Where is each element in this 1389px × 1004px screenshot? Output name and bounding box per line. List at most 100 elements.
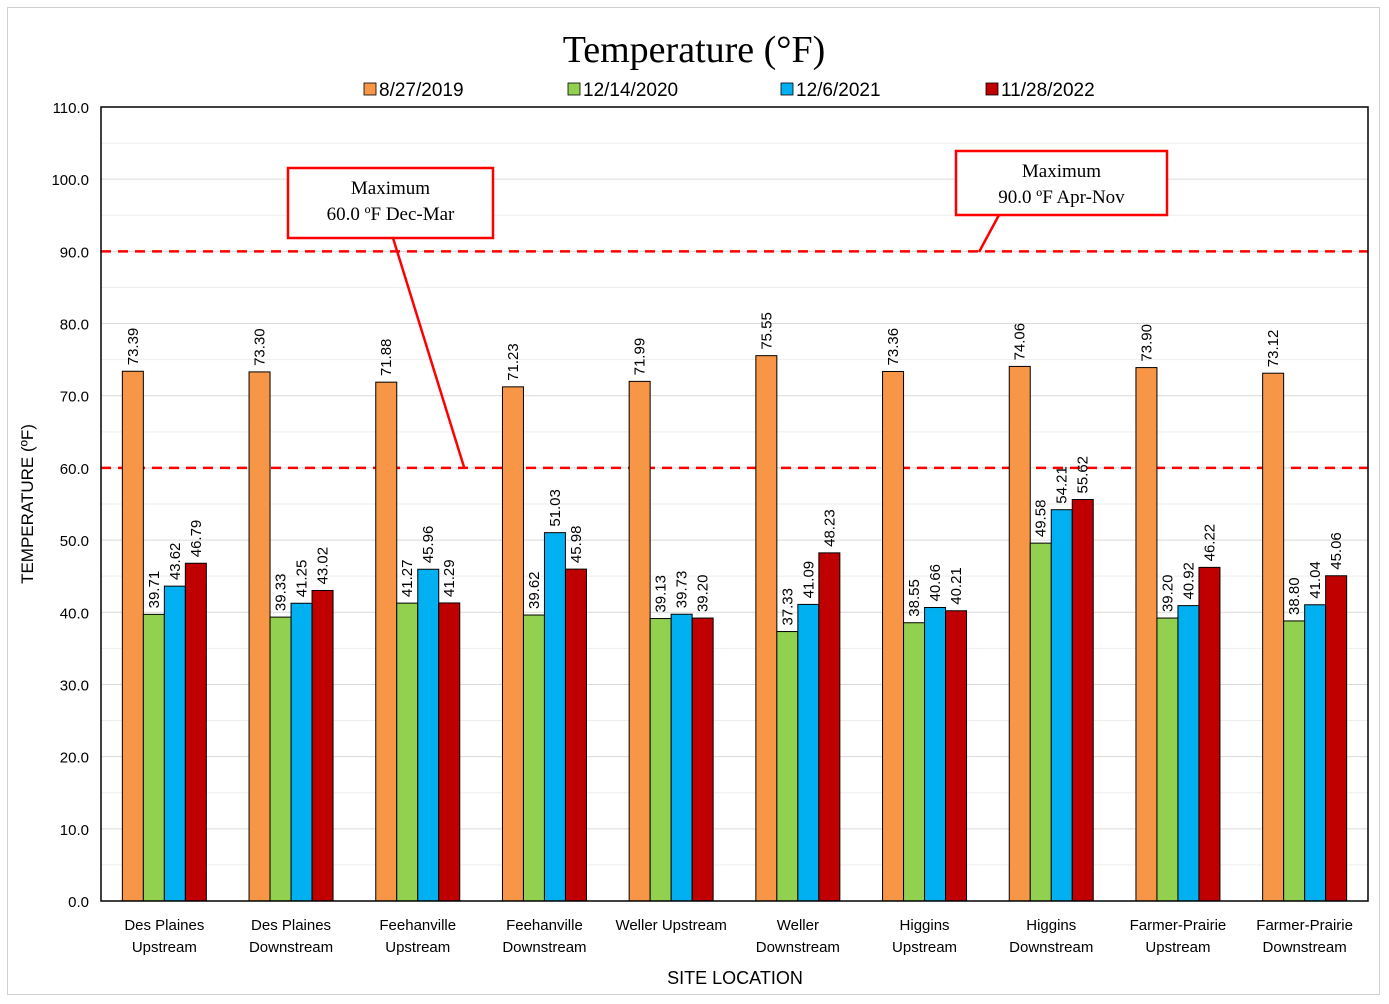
annotation-text: Maximum: [1022, 161, 1101, 182]
legend-label: 11/28/2022: [1001, 80, 1095, 101]
bar: [797, 603, 820, 902]
bar: [691, 617, 714, 902]
bar: [396, 602, 419, 902]
y-tick-label: 50.0: [60, 533, 89, 550]
legend-label: 8/27/2019: [379, 80, 464, 101]
bar: [924, 607, 947, 902]
plot-border: [100, 106, 1369, 902]
legend-swatch: [780, 82, 794, 96]
x-tick-label: Higgins Downstream: [1009, 917, 1093, 956]
bar: [776, 631, 799, 902]
bar: [163, 585, 186, 902]
legend-swatch: [363, 82, 377, 96]
bar: [903, 622, 926, 902]
data-label: 71.88: [378, 339, 395, 377]
annotation-leader: [391, 237, 466, 468]
y-tick-label: 20.0: [60, 750, 89, 767]
data-label: 48.23: [821, 509, 838, 547]
y-tick-label: 100.0: [51, 172, 89, 189]
x-tick-label: Weller Upstream: [615, 917, 726, 934]
data-label: 39.13: [653, 575, 670, 613]
y-axis-ticks: 0.0 10.0 20.0 30.0 40.0 50.0 60.0 70.0 80.0 90.0 1…: [51, 100, 89, 911]
data-label: 71.23: [505, 343, 522, 381]
data-label: 73.90: [1138, 324, 1155, 362]
annotation-box: [286, 166, 495, 240]
x-tick-label: Farmer-Prairie Upstream: [1130, 917, 1227, 956]
bar: [121, 370, 144, 902]
y-tick-label: 30.0: [60, 677, 89, 694]
bar: [142, 613, 165, 902]
bar: [438, 602, 461, 902]
bar: [1050, 509, 1073, 902]
bar: [628, 380, 651, 902]
bar: [311, 589, 334, 902]
bar: [375, 381, 398, 902]
y-tick-label: 80.0: [60, 317, 89, 334]
annotation-text: 90.0 ºF Apr-Nov: [998, 187, 1125, 208]
data-label: 38.80: [1286, 577, 1303, 615]
bar: [1156, 617, 1179, 902]
data-label: 38.55: [906, 579, 923, 617]
data-label: 49.58: [1033, 500, 1050, 538]
bar: [1177, 605, 1200, 902]
data-label: 39.20: [695, 575, 712, 613]
data-label: 41.27: [399, 560, 416, 598]
bar: [501, 386, 524, 902]
data-label: 41.04: [1307, 561, 1324, 599]
data-label: 40.21: [948, 567, 965, 605]
data-label: 54.21: [1054, 466, 1071, 504]
data-label: 73.12: [1265, 330, 1282, 368]
data-label: 45.06: [1328, 532, 1345, 570]
bar: [945, 610, 968, 902]
x-tick-label: Des Plaines Upstream: [124, 917, 204, 956]
data-label: 43.62: [167, 543, 184, 581]
data-label: 40.66: [927, 564, 944, 602]
data-label: 46.79: [188, 520, 205, 558]
bar: [1283, 620, 1306, 902]
data-label: 39.73: [674, 571, 691, 609]
annotation-text: 60.0 ºF Dec-Mar: [327, 204, 455, 225]
data-label: 74.06: [1012, 323, 1029, 361]
legend: 8/27/2019 12/14/2020 12/6/2021 11/28/2022: [363, 80, 1095, 101]
bar: [1008, 365, 1031, 902]
data-label: 46.22: [1201, 524, 1218, 562]
bar: [269, 616, 292, 902]
x-tick-label: Feehanville Downstream: [502, 917, 586, 956]
data-label: 55.62: [1075, 456, 1092, 494]
data-label: 73.39: [125, 328, 142, 366]
data-label: 39.71: [146, 571, 163, 609]
x-tick-label: Higgins Upstream: [892, 917, 957, 956]
bar: [1071, 499, 1094, 902]
annotation-box: [954, 149, 1169, 217]
data-label: 39.33: [273, 574, 290, 612]
bar: [1304, 604, 1327, 902]
data-label: 41.29: [441, 559, 458, 597]
bar: [1029, 542, 1052, 902]
bar: [755, 355, 778, 902]
data-label: 45.98: [568, 526, 585, 564]
annotation-leader: [977, 214, 1001, 253]
y-tick-label: 40.0: [60, 605, 89, 622]
x-axis-ticks: Des Plaines Upstream Des Plaines Downstream…: [124, 917, 1353, 956]
y-tick-label: 110.0: [53, 100, 89, 117]
bar: [882, 370, 905, 902]
bar: [649, 618, 672, 902]
y-tick-label: 70.0: [60, 389, 89, 406]
y-tick-label: 60.0: [60, 461, 89, 478]
y-tick-label: 90.0: [60, 244, 89, 261]
data-label: 51.03: [547, 489, 564, 527]
x-tick-label: Farmer-Prairie Downstream: [1256, 917, 1353, 956]
x-tick-label: Des Plaines Downstream: [249, 917, 333, 956]
bar: [564, 568, 587, 902]
bar: [522, 614, 545, 902]
legend-label: 12/14/2020: [583, 80, 678, 101]
bar: [248, 371, 271, 902]
bar: [290, 602, 313, 902]
annotation-text: Maximum: [351, 178, 430, 199]
x-axis-label: SITE LOCATION: [667, 968, 803, 988]
annotations: Maximum 90.0 ºF Apr-Nov Maximum 60.0 ºF Dec…: [286, 149, 1169, 468]
data-label: 39.20: [1159, 575, 1176, 613]
bar: [1198, 566, 1221, 902]
bar: [1135, 367, 1158, 902]
